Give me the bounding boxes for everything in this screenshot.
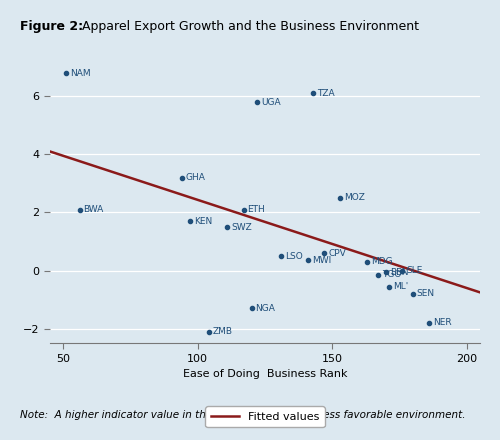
- Text: NAM: NAM: [70, 69, 91, 77]
- Legend: Fitted values: Fitted values: [206, 406, 324, 427]
- Text: Apparel Export Growth and the Business Environment: Apparel Export Growth and the Business E…: [78, 20, 418, 33]
- Text: MWI: MWI: [312, 256, 332, 265]
- Text: SLE: SLE: [406, 266, 422, 275]
- Text: BWA: BWA: [84, 205, 104, 214]
- Text: BEN: BEN: [390, 268, 408, 276]
- Text: NER: NER: [433, 319, 452, 327]
- Text: ZMB: ZMB: [212, 327, 233, 336]
- Text: NGA: NGA: [256, 304, 276, 313]
- X-axis label: Ease of Doing  Business Rank: Ease of Doing Business Rank: [183, 369, 347, 379]
- Text: ML': ML': [392, 282, 408, 291]
- Text: CPV: CPV: [328, 249, 346, 258]
- Text: MDG: MDG: [371, 257, 393, 266]
- Text: LSO: LSO: [285, 252, 303, 260]
- Text: UGA: UGA: [261, 98, 280, 106]
- Text: SEN: SEN: [417, 290, 435, 298]
- Text: ETH: ETH: [248, 205, 266, 214]
- Text: KEN: KEN: [194, 216, 212, 226]
- Text: TGO: TGO: [382, 271, 402, 279]
- Text: SWZ: SWZ: [232, 223, 252, 231]
- Text: Note:  A higher indicator value in the DB rank indicates a less favorable enviro: Note: A higher indicator value in the DB…: [20, 410, 466, 420]
- Text: TZA: TZA: [318, 89, 335, 98]
- Text: MOZ: MOZ: [344, 194, 365, 202]
- Text: Figure 2:: Figure 2:: [20, 20, 83, 33]
- Text: GHA: GHA: [186, 173, 206, 182]
